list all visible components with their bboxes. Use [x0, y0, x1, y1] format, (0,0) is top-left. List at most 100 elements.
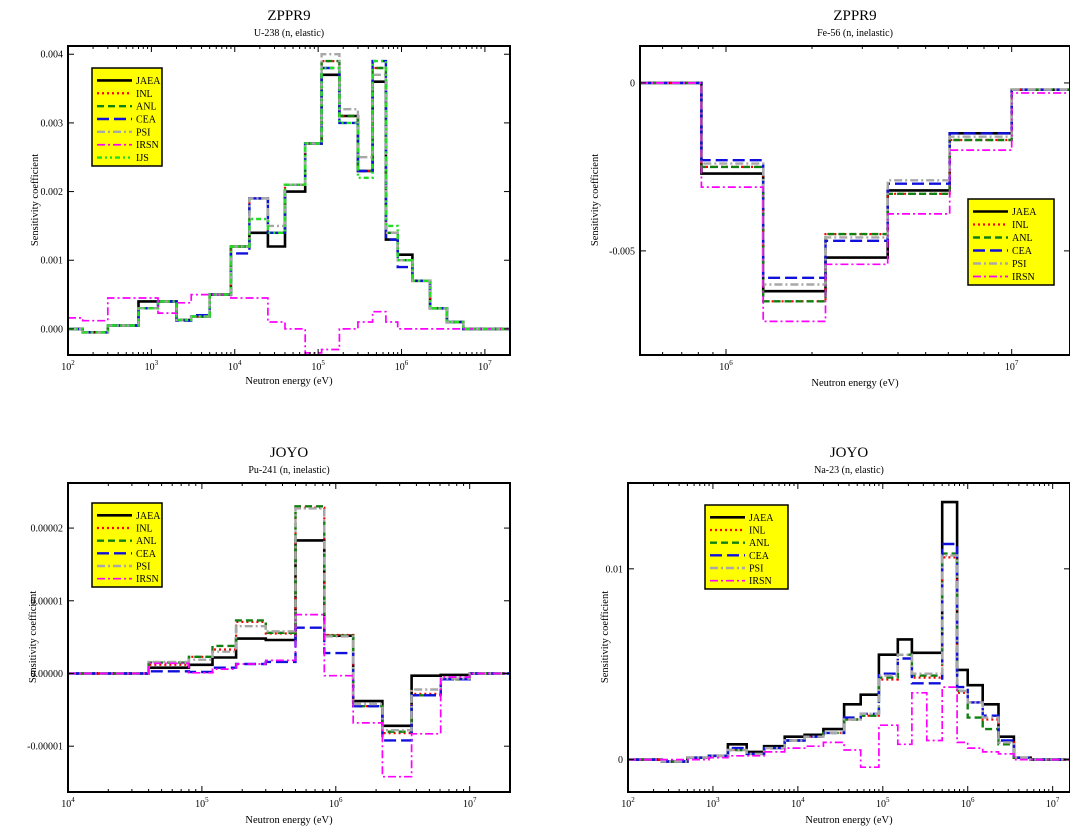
legend-label: JAEA — [1012, 207, 1037, 218]
chart-subtitle: Fe-56 (n, inelastic) — [817, 28, 893, 39]
y-axis-label: Sensitivity coefficient — [600, 591, 611, 683]
chart-title: JOYO — [830, 445, 869, 461]
x-tick-label: 104 — [61, 796, 75, 810]
series-line-anl — [640, 81, 1070, 303]
y-tick-label: 0.01 — [606, 564, 624, 575]
legend-box — [91, 67, 163, 167]
y-tick-label: 0 — [618, 755, 623, 766]
plot-frame — [627, 482, 1070, 793]
series-group — [68, 505, 510, 778]
series-line-ijs — [68, 59, 510, 334]
series-group — [640, 81, 1070, 323]
x-tick-label: 107 — [463, 796, 477, 810]
series-line-psi — [628, 554, 1070, 763]
legend-label: CEA — [1012, 246, 1033, 257]
x-tick-label: 106 — [395, 359, 409, 373]
legend: JAEA INL ANL CEA PSI IRSN — [967, 198, 1055, 286]
x-axis-label: Neutron energy (eV) — [245, 376, 333, 387]
legend-label: INL — [136, 89, 153, 100]
series-line-inl — [628, 556, 1070, 763]
y-axis-label: Sensitivity coefficient — [30, 154, 41, 246]
legend-label: JAEA — [749, 513, 774, 524]
y-tick-label: 0.001 — [41, 256, 64, 267]
legend-box — [91, 502, 163, 588]
plot-frame — [67, 45, 511, 356]
chart-title: ZPPR9 — [833, 8, 876, 24]
x-tick-label: 107 — [1005, 359, 1019, 373]
series-line-irsn — [68, 293, 510, 354]
y-tick-label: -0.00001 — [27, 742, 63, 753]
x-tick-label: 103 — [706, 796, 720, 810]
chart-panel-3: JOYO Pu-241 (n, inelastic) 104 105 106 107 -0.… — [27, 445, 511, 826]
legend-label: IRSN — [749, 576, 772, 587]
y-tick-label: 0.002 — [41, 187, 64, 198]
legend-label: PSI — [136, 562, 150, 573]
x-axis-label: Neutron energy (eV) — [811, 378, 899, 389]
x-tick-label: 107 — [478, 359, 492, 373]
x-axis-label: Neutron energy (eV) — [245, 815, 333, 826]
x-tick-label: 106 — [961, 796, 975, 810]
x-tick-label: 106 — [719, 359, 733, 373]
x-tick-label: 102 — [621, 796, 635, 810]
chart-panel-4: JOYO Na-23 (n, elastic) 102 103 104 105 106 107… — [600, 445, 1070, 826]
series-line-jaea — [68, 539, 510, 728]
y-axis-label: Sensitivity coefficient — [590, 154, 601, 246]
legend-label: INL — [136, 524, 153, 535]
x-tick-label: 103 — [145, 359, 159, 373]
y-tick-label: -0.005 — [609, 246, 635, 257]
series-group — [628, 500, 1070, 769]
legend-label: ANL — [749, 538, 770, 549]
y-axis-label: Sensitivity coefficient — [28, 591, 39, 683]
series-line-psi — [68, 507, 510, 732]
legend-label: CEA — [749, 551, 770, 562]
series-group — [68, 53, 510, 354]
series-line-cea — [640, 81, 1070, 279]
legend-label: CEA — [136, 549, 157, 560]
y-tick-label: 0.00001 — [31, 596, 64, 607]
chart-panel-2: ZPPR9 Fe-56 (n, inelastic) 106 107 0 -0.005 Ne… — [590, 8, 1070, 389]
x-tick-label: 106 — [329, 796, 343, 810]
legend-label: PSI — [136, 127, 150, 138]
legend-label: IRSN — [1012, 272, 1035, 283]
legend-label: JAEA — [136, 76, 161, 87]
legend-label: INL — [749, 526, 766, 537]
x-tick-label: 107 — [1046, 796, 1060, 810]
series-line-irsn — [68, 613, 510, 778]
series-line-psi — [640, 81, 1070, 286]
chart-subtitle: Na-23 (n, elastic) — [814, 465, 884, 476]
legend-box — [967, 198, 1055, 286]
legend-label: JAEA — [136, 511, 161, 522]
plot-frame — [639, 45, 1070, 356]
legend-box — [704, 504, 789, 590]
legend-label: PSI — [1012, 259, 1026, 270]
series-line-cea — [628, 542, 1070, 763]
x-tick-label: 102 — [61, 359, 75, 373]
legend-label: CEA — [136, 115, 157, 126]
legend-label: INL — [1012, 220, 1029, 231]
legend-label: PSI — [749, 564, 763, 575]
y-tick-label: 0.00002 — [31, 524, 64, 535]
x-axis-label: Neutron energy (eV) — [805, 815, 893, 826]
chart-subtitle: U-238 (n, elastic) — [254, 28, 324, 39]
x-tick-label: 104 — [228, 359, 242, 373]
series-line-anl — [68, 505, 510, 733]
y-tick-label: 0.000 — [41, 324, 64, 335]
legend-label: ANL — [1012, 233, 1033, 244]
chart-subtitle: Pu-241 (n, inelastic) — [248, 465, 329, 476]
y-tick-label: 0.003 — [41, 118, 64, 129]
chart-panel-1: ZPPR9 U-238 (n, elastic) 102 103 104 105 106 10… — [30, 8, 511, 387]
legend-label: IRSN — [136, 574, 159, 585]
y-tick-label: 0.00000 — [31, 669, 64, 680]
legend-label: IJS — [136, 153, 149, 164]
x-tick-label: 105 — [195, 796, 209, 810]
series-line-anl — [628, 552, 1070, 763]
y-tick-label: 0.004 — [41, 50, 64, 61]
chart-title: JOYO — [270, 445, 309, 461]
y-tick-label: 0 — [630, 78, 635, 89]
x-tick-label: 104 — [791, 796, 805, 810]
chart-title: ZPPR9 — [267, 8, 310, 24]
